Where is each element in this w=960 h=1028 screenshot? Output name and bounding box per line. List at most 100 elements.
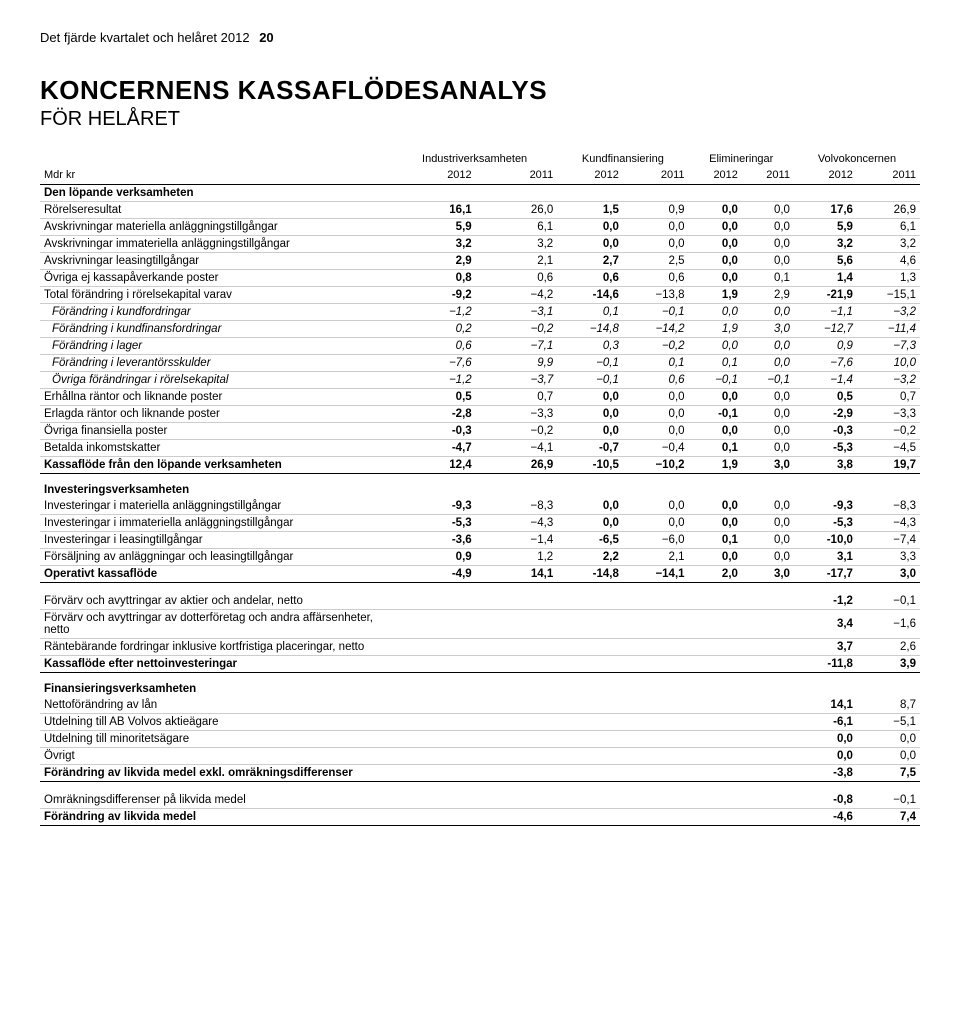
row-value: 0,0 [623, 389, 689, 406]
row-value: 0,0 [794, 748, 857, 765]
row-value: −0,1 [857, 593, 920, 610]
row-label: Total förändring i rörelsekapital varav [40, 287, 392, 304]
row-value [742, 697, 794, 714]
row-value: 1,9 [689, 287, 742, 304]
row-value [476, 809, 558, 826]
table-row: Räntebärande fordringar inklusive kortfr… [40, 639, 920, 656]
row-label: Utdelning till minoritetsägare [40, 731, 392, 748]
row-value: 0,0 [557, 423, 623, 440]
row-value: −0,2 [476, 423, 558, 440]
row-value [623, 639, 689, 656]
row-value: 0,0 [557, 219, 623, 236]
row-value: −6,0 [623, 532, 689, 549]
row-value: −10,2 [623, 457, 689, 474]
row-value: 2,1 [476, 253, 558, 270]
row-value: 3,2 [476, 236, 558, 253]
row-value: 0,0 [623, 423, 689, 440]
table-row [40, 583, 920, 594]
row-value: -14,6 [557, 287, 623, 304]
row-value: 0,0 [557, 515, 623, 532]
row-label: Den löpande verksamheten [40, 185, 392, 202]
table-row: Förändring i kundfinansfordringar0,2−0,2… [40, 321, 920, 338]
row-value [742, 782, 794, 793]
row-label [40, 782, 392, 793]
row-value: -3,8 [794, 765, 857, 782]
row-value: 3,0 [742, 457, 794, 474]
table-row: Finansieringsverksamheten [40, 673, 920, 698]
table-row: Förändring i leverantörsskulder−7,69,9−0… [40, 355, 920, 372]
row-value [392, 593, 476, 610]
group-header-cell [40, 151, 392, 167]
row-value: 0,0 [742, 549, 794, 566]
row-value [476, 731, 558, 748]
table-row: Erlagda räntor och liknande poster-2,8−3… [40, 406, 920, 423]
row-value [623, 748, 689, 765]
table-row: Total förändring i rörelsekapital varav -… [40, 287, 920, 304]
row-value: −4,2 [476, 287, 558, 304]
row-value: 0,0 [857, 731, 920, 748]
row-value: 0,0 [742, 406, 794, 423]
group-header-cell: Volvokoncernen [794, 151, 920, 167]
row-value [742, 792, 794, 809]
row-label: Förändring av likvida medel [40, 809, 392, 826]
row-value [392, 610, 476, 639]
row-value: 0,3 [557, 338, 623, 355]
row-value: 0,0 [742, 423, 794, 440]
row-value [623, 697, 689, 714]
row-value [857, 474, 920, 499]
row-value [623, 673, 689, 698]
row-value: 8,7 [857, 697, 920, 714]
row-value: -10,5 [557, 457, 623, 474]
row-value: 17,6 [794, 202, 857, 219]
row-value [623, 731, 689, 748]
row-value [476, 782, 558, 793]
row-value: 0,0 [742, 253, 794, 270]
row-value: -1,2 [794, 593, 857, 610]
table-row: Avskrivningar immateriella anläggningsti… [40, 236, 920, 253]
table-row: Nettoförändring av lån14,18,7 [40, 697, 920, 714]
row-value: −5,1 [857, 714, 920, 731]
table-row: Erhållna räntor och liknande poster0,50,… [40, 389, 920, 406]
table-row: Förändring i kundfordringar−1,2−3,10,1−0… [40, 304, 920, 321]
table-row: Avskrivningar leasingtillgångar2,92,12,7… [40, 253, 920, 270]
row-value [689, 673, 742, 698]
row-value [623, 583, 689, 594]
row-value [476, 610, 558, 639]
row-value: 1,9 [689, 457, 742, 474]
row-value [557, 748, 623, 765]
row-value: 16,1 [392, 202, 476, 219]
row-label: Förändring i lager [40, 338, 392, 355]
row-value [476, 748, 558, 765]
table-row: Övriga förändringar i rörelsekapital−1,2… [40, 372, 920, 389]
row-value: 0,0 [689, 338, 742, 355]
row-value: 0,0 [689, 202, 742, 219]
row-value [392, 656, 476, 673]
row-value [742, 673, 794, 698]
page-title: KONCERNENS KASSAFLÖDESANALYS [40, 75, 920, 106]
row-value: −14,8 [557, 321, 623, 338]
row-value [623, 809, 689, 826]
row-value [794, 474, 857, 499]
row-value [857, 583, 920, 594]
row-value [557, 782, 623, 793]
row-value: 0,0 [623, 236, 689, 253]
row-label: Nettoförändring av lån [40, 697, 392, 714]
row-value [392, 809, 476, 826]
row-value: -2,8 [392, 406, 476, 423]
row-value [392, 185, 476, 202]
row-value: 0,0 [623, 515, 689, 532]
row-value: 2,6 [857, 639, 920, 656]
row-value [742, 593, 794, 610]
row-value [794, 185, 857, 202]
row-value: 0,1 [557, 304, 623, 321]
row-value: −7,6 [392, 355, 476, 372]
row-value: 2,2 [557, 549, 623, 566]
row-value: 0,6 [476, 270, 558, 287]
row-value: -3,6 [392, 532, 476, 549]
row-value [623, 714, 689, 731]
row-value [557, 583, 623, 594]
row-value: 5,6 [794, 253, 857, 270]
row-value [476, 474, 558, 499]
row-value [623, 765, 689, 782]
row-value: 0,5 [392, 389, 476, 406]
